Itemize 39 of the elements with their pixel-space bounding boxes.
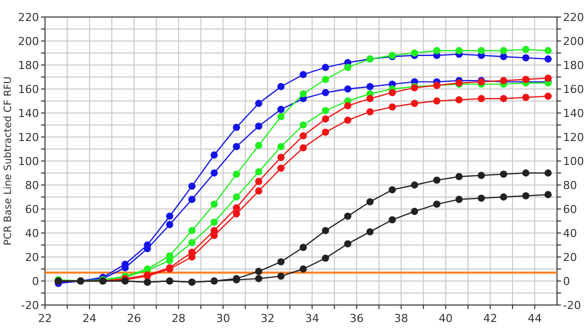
x-tick-label: 24 [82, 312, 97, 325]
y2-tick-label: 100 [563, 155, 584, 168]
y-tick-label: 120 [18, 131, 39, 144]
y2-tick-label: 160 [563, 83, 584, 96]
x-tick-label: 26 [127, 312, 142, 325]
y2-tick-label: 140 [563, 107, 584, 120]
y-tick-label: 40 [25, 227, 39, 240]
y2-tick-label: 80 [563, 179, 577, 192]
y2-tick-label: 200 [563, 35, 584, 48]
y2-tick-label: 60 [563, 203, 577, 216]
y2-tick-label: 180 [563, 59, 584, 72]
y-tick-label: 20 [25, 251, 39, 264]
y2-tick-label: 40 [563, 227, 577, 240]
y-tick-label: 0 [32, 275, 39, 288]
y-tick-label: 160 [18, 83, 39, 96]
y-tick-label: 60 [25, 203, 39, 216]
y2-tick-label: 220 [563, 11, 584, 24]
y-tick-label: 180 [18, 59, 39, 72]
x-tick-label: 40 [438, 312, 453, 325]
x-tick-label: 36 [350, 312, 364, 325]
y-tick-label: 80 [25, 179, 39, 192]
x-tick-label: 32 [260, 312, 275, 325]
x-tick-label: 30 [216, 312, 230, 325]
y-tick-label: -20 [21, 299, 39, 312]
x-tick-label: 34 [305, 312, 320, 325]
x-tick-label: 44 [528, 312, 542, 325]
x-tick-label: 22 [38, 312, 52, 325]
y2-tick-label: -20 [563, 299, 581, 312]
x-tick-label: 28 [172, 312, 186, 325]
x-tick-label: 38 [394, 312, 408, 325]
y-axis-title: PCR Base Line Subtracted CF RFU [3, 76, 14, 246]
y-tick-label: 200 [18, 35, 39, 48]
y-tick-label: 220 [18, 11, 39, 24]
y-tick-label: 100 [18, 155, 39, 168]
x-tick-label: 42 [483, 312, 498, 325]
y-tick-label: 140 [18, 107, 39, 120]
y2-tick-label: 20 [563, 251, 577, 264]
y2-tick-label: 0 [563, 275, 570, 288]
y2-tick-label: 120 [563, 131, 584, 144]
